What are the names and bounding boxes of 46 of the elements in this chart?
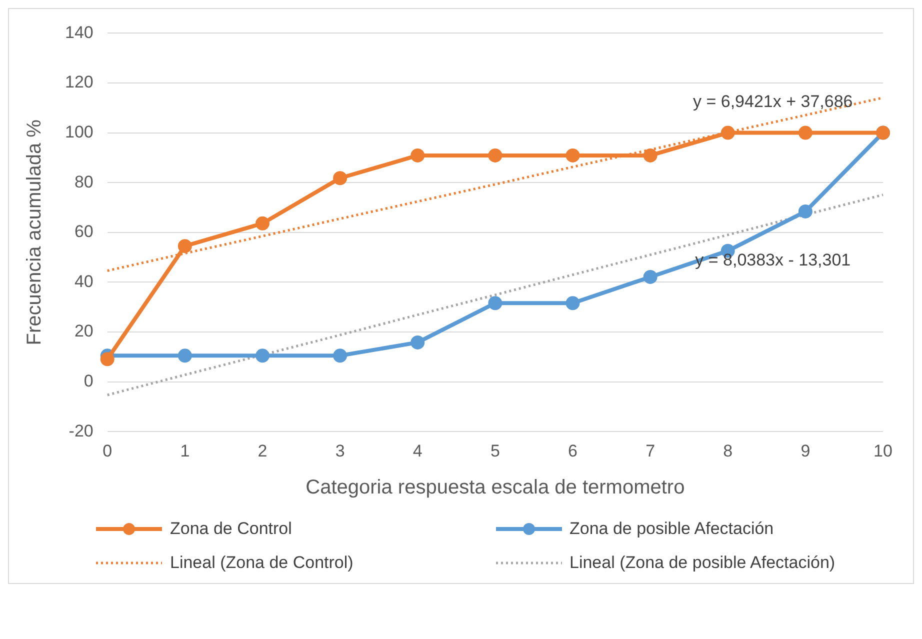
point: [255, 348, 270, 363]
point: [643, 270, 658, 284]
x-tick-label: 2: [258, 441, 268, 460]
point: [410, 148, 425, 162]
y-tick-label: 140: [64, 22, 94, 42]
point: [488, 148, 502, 162]
point: [410, 335, 425, 350]
x-tick-label: 3: [335, 441, 345, 460]
point: [798, 126, 812, 140]
y-tick-label: 40: [74, 272, 94, 291]
x-tick-label: 7: [646, 441, 656, 460]
legend-label: Zona de posible Afectación: [570, 519, 774, 539]
y-tick-label: 20: [74, 322, 94, 341]
y-axis-title: Frecuencia acumulada %: [24, 119, 46, 346]
annotation: y = 6,9421x + 37,686: [693, 92, 853, 111]
point: [333, 348, 348, 363]
point: [798, 204, 812, 218]
x-tick-label: 6: [568, 441, 578, 460]
y-tick-label: 0: [84, 371, 94, 390]
legend-label: Zona de Control: [170, 519, 292, 539]
x-tick-label: 0: [102, 441, 112, 460]
legend-label: Lineal (Zona de Control): [170, 553, 354, 573]
legend-label: Lineal (Zona de posible Afectación): [570, 553, 836, 573]
x-tick-label: 4: [412, 441, 422, 460]
point: [100, 352, 114, 366]
point: [643, 148, 658, 162]
x-axis-title: Categoria respuesta escala de termometro: [306, 476, 685, 499]
y-tick-label: 80: [74, 172, 94, 192]
x-tick-label: 5: [490, 441, 500, 460]
x-tick-label: 9: [800, 441, 810, 460]
point: [255, 216, 270, 230]
point: [333, 171, 348, 186]
x-tick-label: 1: [180, 441, 190, 460]
point: [488, 296, 502, 310]
point: [178, 239, 192, 254]
line-series: [106, 194, 884, 396]
point: [566, 148, 580, 162]
x-tick-label: 8: [723, 441, 733, 460]
point: [566, 296, 580, 310]
x-tick-label: 10: [874, 441, 892, 460]
point: [178, 348, 192, 363]
y-tick-label: 60: [74, 222, 94, 242]
y-tick-label: 100: [64, 122, 94, 142]
y-tick-label: 120: [64, 72, 94, 92]
point: [720, 126, 735, 140]
y-tick-label: -20: [68, 421, 94, 440]
